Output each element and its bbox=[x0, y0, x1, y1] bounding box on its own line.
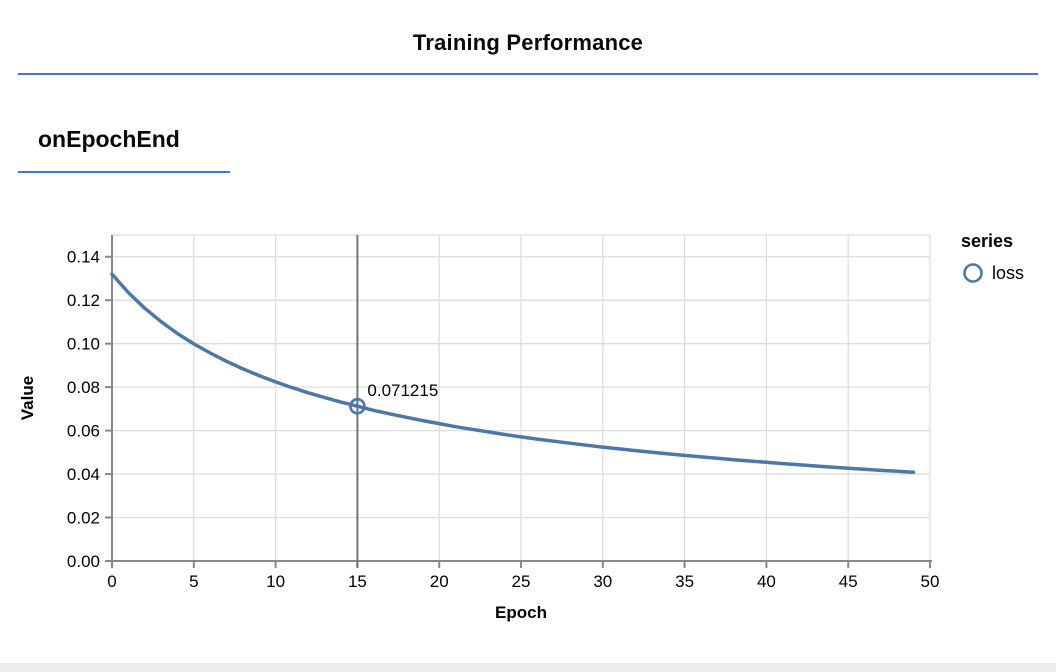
title-divider bbox=[18, 73, 1038, 75]
tooltip-value: 0.071215 bbox=[367, 381, 438, 400]
bottom-scrollbar-track[interactable] bbox=[0, 663, 1056, 672]
x-tick-label: 5 bbox=[189, 572, 198, 591]
x-tick-label: 40 bbox=[757, 572, 776, 591]
legend-item-label: loss bbox=[992, 262, 1025, 283]
x-tick-label: 0 bbox=[107, 572, 116, 591]
y-tick-label: 0.14 bbox=[67, 248, 100, 267]
section-divider bbox=[18, 171, 230, 173]
page-title: Training Performance bbox=[412, 30, 644, 55]
y-tick-label: 0.02 bbox=[67, 509, 100, 528]
chart-legend: series loss bbox=[961, 231, 1024, 285]
loss-series-swatch-icon bbox=[963, 263, 983, 283]
x-tick-label: 30 bbox=[593, 572, 612, 591]
x-tick-label: 20 bbox=[430, 572, 449, 591]
x-tick-label: 45 bbox=[839, 572, 858, 591]
y-tick-label: 0.10 bbox=[67, 335, 100, 354]
x-axis-title: Epoch bbox=[495, 603, 547, 622]
x-tick-label: 35 bbox=[675, 572, 694, 591]
y-tick-label: 0.08 bbox=[67, 378, 100, 397]
legend-item-loss: loss bbox=[961, 261, 1024, 285]
hover-point-marker bbox=[349, 397, 366, 415]
section-title: onEpochEnd bbox=[38, 126, 180, 152]
loss-curve bbox=[110, 272, 916, 475]
loss-series-circle-icon bbox=[963, 263, 983, 283]
x-tick-label: 10 bbox=[266, 572, 285, 591]
y-tick-label: 0.06 bbox=[67, 422, 100, 441]
x-tick-label: 25 bbox=[512, 572, 531, 591]
y-tick-label: 0.04 bbox=[67, 465, 100, 484]
legend-title: series bbox=[961, 231, 1014, 251]
y-tick-label: 0.00 bbox=[67, 552, 100, 571]
y-tick-label: 0.12 bbox=[67, 291, 100, 310]
x-tick-label: 50 bbox=[921, 572, 940, 591]
y-axis-title: Value bbox=[18, 376, 37, 420]
x-tick-label: 15 bbox=[348, 572, 367, 591]
